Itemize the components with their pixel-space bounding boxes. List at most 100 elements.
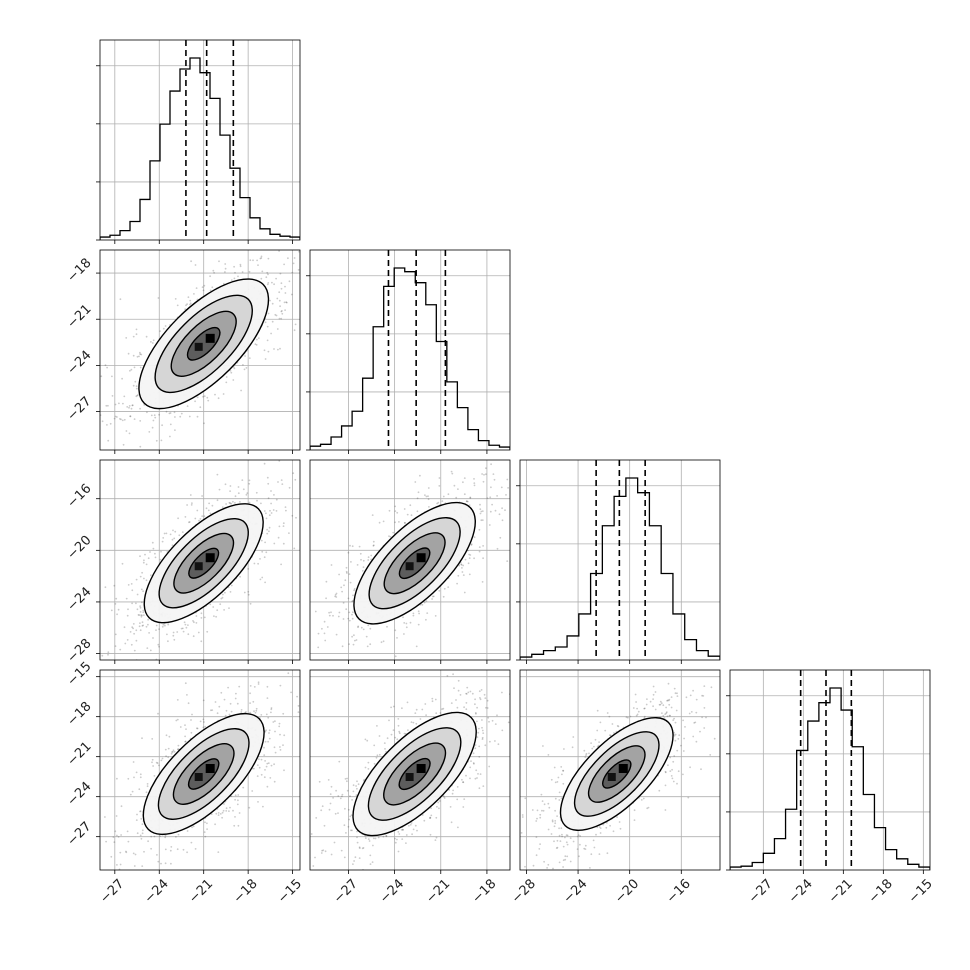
scatter-point [214,823,217,826]
scatter-point [273,780,276,783]
scatter-point [278,317,281,320]
scatter-point [434,698,437,701]
scatter-point [327,673,329,675]
panel-frame [99,669,301,871]
scatter-point [203,395,206,397]
scatter-point [207,509,210,512]
scatter-point [164,834,167,837]
scatter-point [169,879,171,881]
scatter-point [180,412,183,415]
scatter-point [136,593,139,596]
scatter-point [139,420,142,422]
scatter-point [345,832,347,834]
scatter-point [104,586,107,589]
scatter-point [362,628,365,631]
scatter-point [237,824,240,827]
scatter-point [155,624,158,627]
scatter-point [369,863,372,865]
scatter-point [157,860,160,863]
scatter-point [276,665,278,667]
scatter-point [133,632,136,635]
scatter-point [95,598,97,600]
scatter-point [410,721,413,723]
scatter-point [233,265,236,268]
scatter-point [347,551,350,554]
scatter-point [217,814,220,816]
scatter-point [473,484,476,487]
scatter-point [352,611,354,614]
scatter-point [282,522,285,525]
scatter-point [284,292,287,294]
scatter-point [372,544,375,547]
panel-frame [309,459,511,661]
scatter-point [351,617,354,620]
scatter-point [337,795,340,797]
scatter-point [259,257,262,260]
scatter-point [662,714,665,717]
scatter-point [462,806,465,808]
scatter-point [176,848,179,851]
scatter-point [201,286,204,289]
scatter-point [548,806,551,809]
scatter-point [239,501,241,503]
scatter-point [479,698,482,701]
scatter-point [351,600,353,603]
scatter-point [409,823,412,826]
scatter-point [142,624,145,627]
scatter-point [530,675,532,677]
scatter-point [429,833,432,836]
scatter-point [189,299,192,302]
scatter-point [141,621,144,624]
scatter-point [260,714,263,716]
scatter-point [369,854,372,857]
scatter-point [194,517,197,520]
scatter-point [403,622,406,624]
scatter-point [333,841,336,844]
scatter-point [264,321,267,324]
scatter-point [554,781,557,784]
scatter-point [284,506,287,508]
scatter-point [408,824,410,827]
scatter-point [481,473,483,475]
scatter-point [119,418,121,420]
scatter-point [206,822,208,825]
scatter-point [107,439,110,442]
scatter-point [256,775,259,777]
scatter-point [310,833,313,835]
scatter-point [335,633,338,636]
histogram-step [520,477,720,660]
scatter-point [186,504,189,506]
scatter-point [273,763,275,766]
scatter-point [200,612,203,615]
scatter-point [279,347,281,350]
scatter-point [334,812,337,815]
scatter-point [155,439,158,442]
scatter-point [170,862,172,865]
scatter-point [274,720,276,723]
scatter-point [266,271,269,274]
scatter-point [229,490,232,492]
scatter-point [178,534,181,537]
scatter-point [323,632,326,635]
scatter-point [173,638,176,641]
scatter-point [104,816,106,818]
scatter-point [74,333,76,335]
y-tick-label: −20 [65,533,95,563]
scatter-point [424,703,427,705]
scatter-point [152,765,155,767]
scatter-point [263,776,266,779]
scatter-point [129,369,131,372]
scatter-point [219,813,222,815]
scatter-point [392,705,395,708]
scatter-point [114,415,117,418]
scatter-point [237,492,240,495]
scatter-point [198,519,200,522]
scatter-point [563,748,565,750]
scatter-point [147,840,150,843]
scatter-point [396,511,399,514]
scatter-point [248,501,251,504]
scatter-point [216,712,219,715]
scatter-point [135,629,138,632]
scatter-point [669,770,672,772]
scatter-point [190,260,193,263]
